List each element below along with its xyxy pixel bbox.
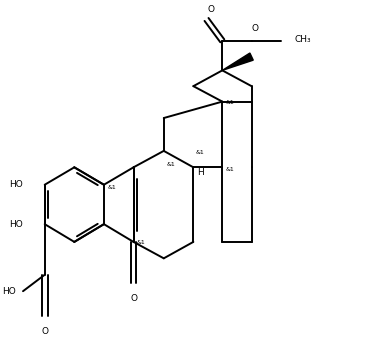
Text: &1: &1 [137, 240, 146, 245]
Text: O: O [41, 327, 48, 336]
Text: CH₃: CH₃ [295, 35, 311, 44]
Text: HO: HO [3, 287, 17, 296]
Text: H: H [197, 168, 203, 177]
Text: &1: &1 [196, 150, 205, 155]
Text: &1: &1 [166, 161, 175, 166]
Text: &1: &1 [226, 100, 235, 105]
Text: HO: HO [9, 220, 23, 229]
Polygon shape [222, 53, 253, 71]
Text: O: O [251, 24, 259, 33]
Text: &1: &1 [107, 184, 116, 190]
Text: O: O [208, 5, 215, 14]
Text: &1: &1 [226, 167, 235, 172]
Text: O: O [130, 294, 137, 303]
Text: HO: HO [9, 180, 23, 189]
